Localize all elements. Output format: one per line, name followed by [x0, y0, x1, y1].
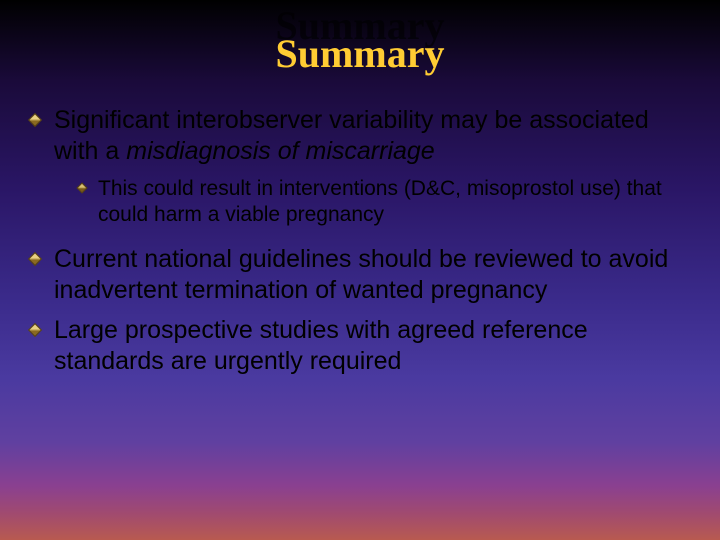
bullet-item: Large prospective studies with agreed re… — [30, 315, 690, 378]
diamond-bullet-icon — [28, 252, 42, 266]
bullet-text: Current national guidelines should be re… — [54, 244, 690, 307]
slide-title: Summary — [276, 30, 445, 77]
diamond-bullet-icon — [28, 113, 42, 127]
content-area: Significant interobserver variability ma… — [30, 105, 690, 385]
bullet-item: Significant interobserver variability ma… — [30, 105, 690, 168]
sub-bullet-item: This could result in interventions (D&C,… — [78, 176, 690, 229]
diamond-bullet-icon — [28, 322, 42, 336]
slide: Summary Summary Significant interobserve… — [0, 0, 720, 540]
sub-bullet-text: This could result in interventions (D&C,… — [98, 176, 690, 229]
diamond-bullet-icon — [76, 182, 87, 193]
bullet-text: Significant interobserver variability ma… — [54, 105, 690, 168]
bullet-text-italic: misdiagnosis of miscarriage — [126, 137, 434, 165]
bullet-text: Large prospective studies with agreed re… — [54, 315, 690, 378]
bullet-item: Current national guidelines should be re… — [30, 244, 690, 307]
